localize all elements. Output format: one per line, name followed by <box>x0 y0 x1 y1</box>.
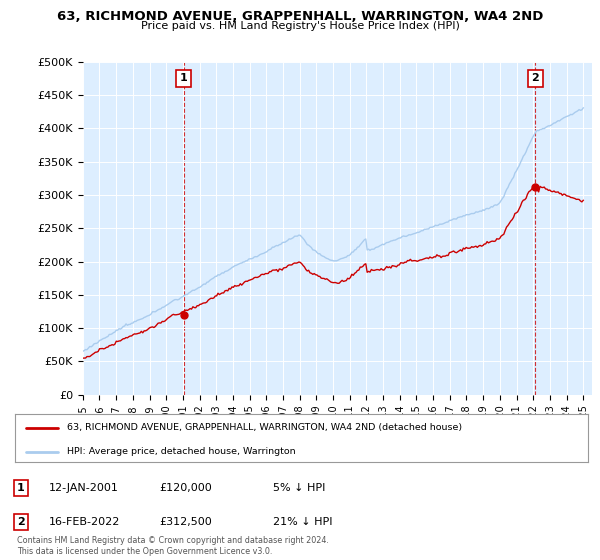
Text: HPI: Average price, detached house, Warrington: HPI: Average price, detached house, Warr… <box>67 447 295 456</box>
Text: 5% ↓ HPI: 5% ↓ HPI <box>273 483 325 493</box>
Text: 2: 2 <box>17 517 25 527</box>
Text: 12-JAN-2001: 12-JAN-2001 <box>49 483 119 493</box>
Text: 63, RICHMOND AVENUE, GRAPPENHALL, WARRINGTON, WA4 2ND (detached house): 63, RICHMOND AVENUE, GRAPPENHALL, WARRIN… <box>67 423 461 432</box>
Text: £120,000: £120,000 <box>159 483 212 493</box>
Text: 21% ↓ HPI: 21% ↓ HPI <box>273 517 332 527</box>
Text: 1: 1 <box>17 483 25 493</box>
Text: Price paid vs. HM Land Registry's House Price Index (HPI): Price paid vs. HM Land Registry's House … <box>140 21 460 31</box>
Text: 63, RICHMOND AVENUE, GRAPPENHALL, WARRINGTON, WA4 2ND: 63, RICHMOND AVENUE, GRAPPENHALL, WARRIN… <box>57 10 543 23</box>
Text: 1: 1 <box>179 73 187 83</box>
Text: Contains HM Land Registry data © Crown copyright and database right 2024.
This d: Contains HM Land Registry data © Crown c… <box>17 536 329 556</box>
Text: 2: 2 <box>532 73 539 83</box>
Text: £312,500: £312,500 <box>159 517 212 527</box>
Text: 16-FEB-2022: 16-FEB-2022 <box>49 517 121 527</box>
